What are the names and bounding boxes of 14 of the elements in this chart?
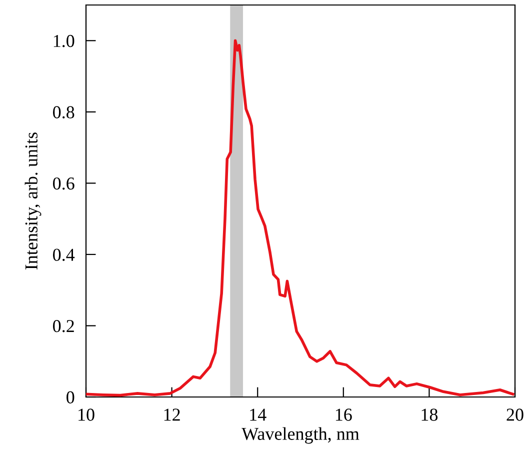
x-tick-label: 14 bbox=[250, 408, 266, 421]
y-tick-label: 0.2 bbox=[53, 320, 74, 332]
x-tick-label: 18 bbox=[422, 408, 438, 421]
y-tick-label: 0.6 bbox=[53, 177, 74, 190]
x-tick-label: 12 bbox=[164, 408, 180, 421]
y-tick-label: 0.8 bbox=[53, 106, 74, 118]
y-tick-label: 1.0 bbox=[54, 34, 74, 48]
x-tick-label: 16 bbox=[336, 408, 352, 421]
x-tick-label: 20 bbox=[506, 408, 524, 421]
y-tick-label: 0.4 bbox=[53, 248, 75, 261]
x-tick-label: 10 bbox=[78, 408, 94, 421]
y-axis-title: Intensity, arb. units bbox=[24, 132, 42, 270]
x-axis-title: Wavelength, nm bbox=[242, 427, 360, 444]
y-tick-label: 0 bbox=[66, 391, 74, 404]
